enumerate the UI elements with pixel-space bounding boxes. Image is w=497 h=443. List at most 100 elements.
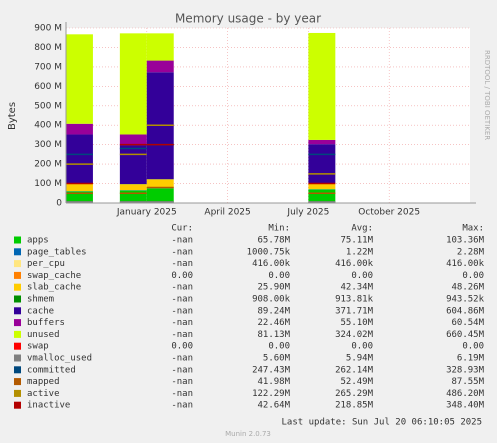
legend-stat: 0.00 [351, 271, 373, 281]
legend-stat: 60.54M [451, 318, 484, 328]
legend-stat: 660.45M [446, 330, 485, 340]
legend-name: active [27, 389, 60, 399]
legend-stat: 87.55M [451, 377, 484, 387]
y-axis-label: Bytes [7, 102, 18, 130]
legend-stat: 25.90M [257, 283, 290, 293]
y-tick-label: 600 M [34, 82, 62, 92]
legend-name: swap [27, 342, 49, 352]
legend-swatch [14, 401, 21, 409]
legend-header: Avg: [351, 224, 373, 234]
legend-name: slab_cache [27, 283, 81, 293]
legend-stat: -nan [171, 365, 193, 375]
y-tick-label: 700 M [34, 62, 62, 72]
legend-stat: 0.00 [351, 342, 373, 352]
legend-stat: -nan [171, 389, 193, 399]
legend-swatch [14, 295, 21, 303]
area-segment [119, 184, 147, 191]
chart-title: Memory usage - by year [175, 12, 321, 26]
legend-stat: 122.29M [252, 389, 291, 399]
legend-stat: 328.93M [446, 365, 485, 375]
legend-swatch [14, 283, 21, 291]
area-segment [146, 188, 174, 203]
legend-stat: 265.29M [335, 389, 374, 399]
legend-stat: -nan [171, 401, 193, 411]
legend-stat: 5.94M [346, 354, 374, 364]
legend-stat: 0.00 [171, 342, 193, 352]
footer: Munin 2.0.73 [225, 430, 271, 438]
legend-swatch [14, 342, 21, 350]
legend-name: shmem [27, 295, 54, 305]
area-segment [146, 60, 174, 73]
legend-stat: 0.00 [462, 271, 484, 281]
legend-swatch [14, 378, 21, 386]
x-tick-label: January 2025 [116, 208, 177, 218]
legend-stat: 416.00k [252, 259, 291, 269]
legend-stat: -nan [171, 306, 193, 316]
legend-stat: 1000.75k [247, 247, 291, 257]
legend-stat: 416.00k [335, 259, 374, 269]
legend-name: inactive [27, 401, 70, 411]
legend-name: unused [27, 330, 60, 340]
legend-stat: 1.22M [346, 247, 374, 257]
legend-stat: 908.00k [252, 295, 291, 305]
legend-stat: -nan [171, 247, 193, 257]
legend-name: committed [27, 365, 76, 375]
legend-stat: 75.11M [340, 236, 373, 246]
legend-stat: 103.36M [446, 236, 485, 246]
legend-swatch [14, 354, 21, 362]
y-tick-label: 400 M [34, 121, 62, 131]
legend-stat: 52.49M [340, 377, 373, 387]
legend-stat: -nan [171, 318, 193, 328]
legend-stat: -nan [171, 283, 193, 293]
legend-stat: 416.00k [446, 259, 485, 269]
legend-stat: 0.00 [171, 271, 193, 281]
legend-name: page_tables [27, 247, 87, 257]
legend-stat: -nan [171, 259, 193, 269]
legend-stat: 943.52k [446, 295, 485, 305]
legend-stat: 42.64M [257, 401, 290, 411]
legend-swatch [14, 330, 21, 338]
legend-swatch [14, 389, 21, 397]
y-tick-label: 900 M [34, 24, 62, 34]
area-segment [119, 134, 147, 146]
legend-name: mapped [27, 377, 60, 387]
legend-stat: 0.00 [268, 342, 290, 352]
x-tick-label: October 2025 [358, 208, 420, 218]
side-text: RRDTOOL / TOBI OETIKER [483, 50, 491, 140]
legend-name: per_cpu [27, 259, 65, 269]
legend-stat: 48.26M [451, 283, 484, 293]
y-tick-label: 500 M [34, 101, 62, 111]
legend-stat: 5.60M [263, 354, 291, 364]
legend-header: Min: [268, 224, 290, 234]
legend-name: vmalloc_used [27, 354, 92, 364]
legend-stat: 2.28M [457, 247, 485, 257]
legend-stat: 262.14M [335, 365, 374, 375]
legend-stat: 371.71M [335, 306, 374, 316]
legend-header: Cur: [171, 224, 193, 234]
legend-swatch [14, 366, 21, 374]
legend-stat: 0.00 [462, 342, 484, 352]
area-segment [308, 183, 336, 190]
legend-stat: 324.02M [335, 330, 374, 340]
legend-stat: 913.81k [335, 295, 374, 305]
legend-name: buffers [27, 318, 65, 328]
y-tick-label: 800 M [34, 43, 62, 53]
legend-stat: 65.78M [257, 236, 290, 246]
legend-name: swap_cache [27, 271, 81, 281]
legend-stat: 55.10M [340, 318, 373, 328]
legend-swatch [14, 236, 21, 244]
legend-name: apps [27, 236, 49, 246]
y-tick-label: 300 M [34, 140, 62, 150]
legend-stat: -nan [171, 377, 193, 387]
legend-stat: 42.34M [340, 283, 373, 293]
legend-stat: -nan [171, 330, 193, 340]
y-tick-label: 0 [56, 199, 62, 209]
legend-stat: 6.19M [457, 354, 485, 364]
legend-stat: 247.43M [252, 365, 291, 375]
legend-stat: 89.24M [257, 306, 290, 316]
legend-swatch [14, 271, 21, 279]
area-segment [146, 179, 174, 189]
area-segment [66, 34, 93, 124]
legend-swatch [14, 260, 21, 268]
